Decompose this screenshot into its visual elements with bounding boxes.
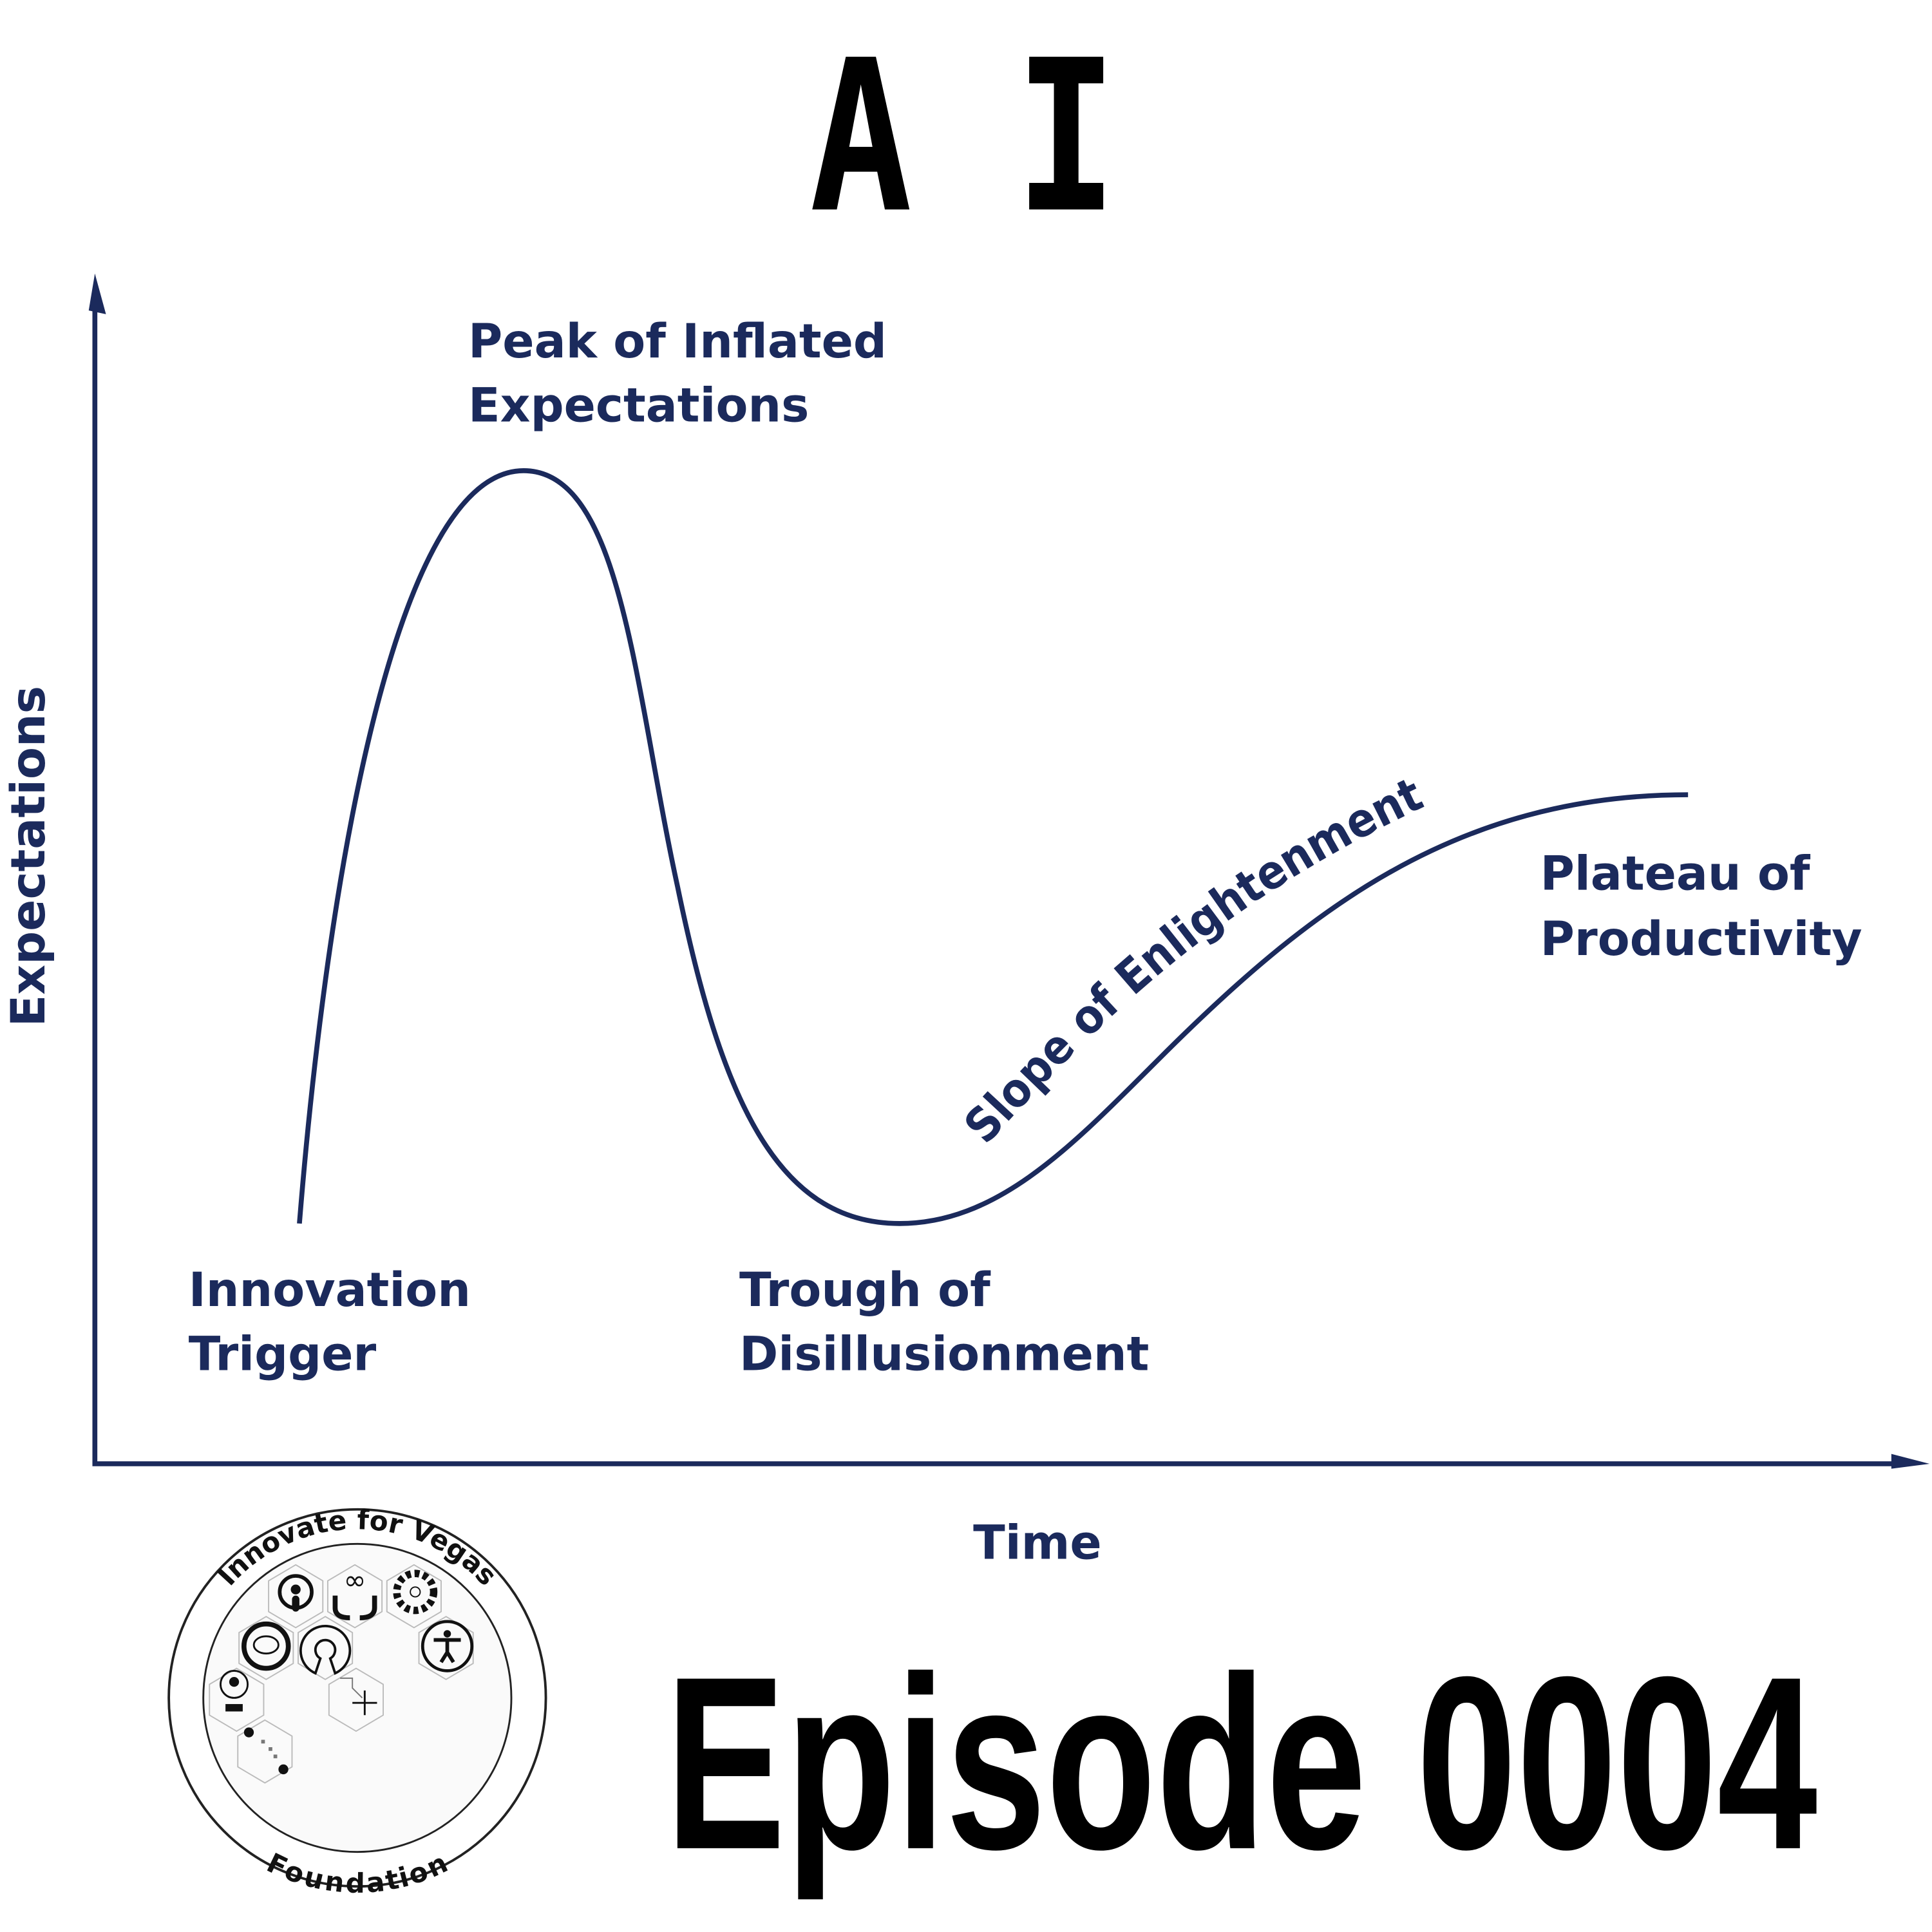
x-axis-arrow xyxy=(1891,1454,1930,1469)
label-peak: Peak of Inflated Expectations xyxy=(468,315,887,433)
community-icon xyxy=(393,1569,438,1615)
nevada-star-icon xyxy=(340,1677,377,1716)
foundation-logo: Innovate for Vegas Foundation ∞ xyxy=(167,1504,547,1899)
brain-icon xyxy=(242,1621,291,1671)
svg-text:Trough of: Trough of xyxy=(739,1264,991,1318)
y-axis-arrow xyxy=(88,273,106,314)
svg-text:Trigger: Trigger xyxy=(189,1328,377,1382)
axes xyxy=(88,273,1930,1469)
y-axis-label: Expectations xyxy=(2,686,56,1027)
hype-curve xyxy=(297,468,1689,1226)
title: A I xyxy=(810,15,1117,259)
infinity-hands-icon: ∞ xyxy=(332,1564,377,1620)
svg-text:Innovation: Innovation xyxy=(189,1264,471,1318)
data-blocks-icon xyxy=(243,1727,289,1775)
svg-text:Productivity: Productivity xyxy=(1540,913,1862,967)
svg-text:Expectations: Expectations xyxy=(468,379,809,433)
lightbulb-gears-icon xyxy=(220,1669,249,1712)
label-plateau: Plateau of Productivity xyxy=(1540,847,1862,966)
svg-text:Plateau of: Plateau of xyxy=(1540,847,1811,901)
label-trough: Trough of Disillusionment xyxy=(739,1264,1149,1381)
svg-text:Peak of Inflated: Peak of Inflated xyxy=(468,315,887,369)
open-source-icon xyxy=(299,1625,352,1675)
episode-number: Episode 0004 xyxy=(665,1626,1819,1902)
svg-text:∞: ∞ xyxy=(343,1564,366,1596)
accessibility-icon xyxy=(421,1620,474,1672)
svg-text:Disillusionment: Disillusionment xyxy=(739,1328,1149,1382)
x-axis-label: Time xyxy=(973,1516,1102,1570)
label-innovation: Innovation Trigger xyxy=(189,1264,471,1381)
podcast-icon xyxy=(278,1574,314,1612)
